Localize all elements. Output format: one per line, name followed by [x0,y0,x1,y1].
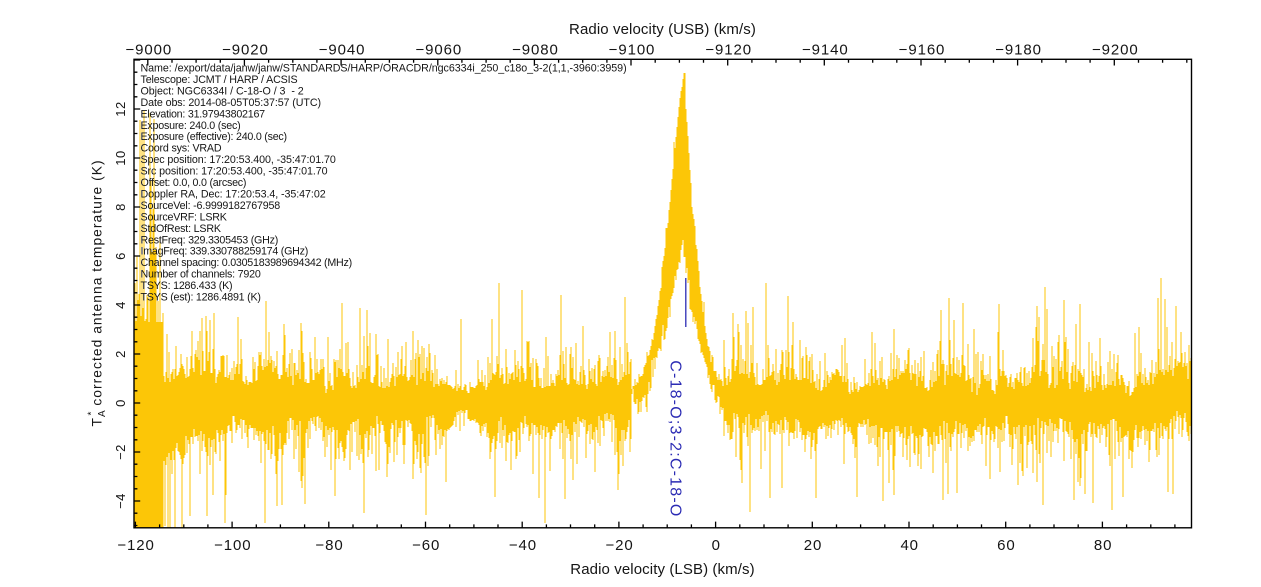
svg-text:80: 80 [1094,537,1113,554]
svg-text:−80: −80 [315,537,343,554]
svg-text:Exposure: 240.0 (sec): Exposure: 240.0 (sec) [141,120,241,132]
svg-text:−9000: −9000 [125,41,172,58]
svg-text:TSYS: 1286.433 (K): TSYS: 1286.433 (K) [141,280,233,292]
svg-text:Exposure (effective): 240.0 (s: Exposure (effective): 240.0 (sec) [141,131,287,143]
svg-text:−9060: −9060 [415,41,462,58]
svg-text:60: 60 [997,537,1016,554]
svg-text:TA* corrected antenna temperat: TA* corrected antenna temperature (K) [87,159,109,426]
svg-text:−9080: −9080 [512,41,559,58]
svg-text:−9160: −9160 [899,41,946,58]
svg-text:8: 8 [113,203,128,211]
svg-text:Name: /export/data/janw/janw/S: Name: /export/data/janw/janw/STANDARDS/H… [141,63,627,75]
svg-text:Object: NGC6334I / C-18-O / 3: Object: NGC6334I / C-18-O / 3 - 2 [141,85,304,97]
svg-text:Number of channels: 7920: Number of channels: 7920 [141,269,261,281]
svg-text:4: 4 [113,301,128,309]
svg-text:Telescope: JCMT / HARP / ACSIS: Telescope: JCMT / HARP / ACSIS [141,74,298,86]
svg-text:Channel spacing: 0.03051839896: Channel spacing: 0.0305183989694342 (MHz… [141,257,352,269]
svg-text:Radio velocity (USB) (km/s): Radio velocity (USB) (km/s) [569,21,756,38]
svg-text:−9180: −9180 [995,41,1042,58]
svg-text:−9200: −9200 [1092,41,1139,58]
svg-text:−2: −2 [113,444,128,460]
svg-text:12: 12 [113,101,128,116]
svg-text:2: 2 [113,350,128,358]
svg-text:−120: −120 [117,537,154,554]
svg-text:SourceVRF: LSRK: SourceVRF: LSRK [141,211,228,223]
svg-text:−9020: −9020 [222,41,269,58]
svg-text:Offset: 0.0, 0.0 (arcsec): Offset: 0.0, 0.0 (arcsec) [141,177,247,189]
svg-text:−4: −4 [113,493,128,509]
svg-text:Src position: 17:20:53.400, -3: Src position: 17:20:53.400, -35:47:01.70 [141,166,328,178]
svg-text:0: 0 [113,399,128,407]
svg-text:6: 6 [113,252,128,260]
svg-text:20: 20 [804,537,823,554]
svg-text:−9140: −9140 [802,41,849,58]
svg-text:−100: −100 [214,537,251,554]
svg-text:Coord sys: VRAD: Coord sys: VRAD [141,143,222,155]
svg-text:10: 10 [113,150,128,165]
svg-text:Spec position: 17:20:53.400, -: Spec position: 17:20:53.400, -35:47:01.7… [141,154,336,166]
svg-text:−40: −40 [509,537,537,554]
svg-text:TSYS (est): 1286.4891 (K): TSYS (est): 1286.4891 (K) [141,292,261,304]
svg-text:Date obs: 2014-08-05T05:37:57: Date obs: 2014-08-05T05:37:57 (UTC) [141,97,321,109]
svg-text:−9040: −9040 [319,41,366,58]
svg-text:−60: −60 [412,537,440,554]
svg-text:StdOfRest: LSRK: StdOfRest: LSRK [141,223,222,235]
svg-text:SourceVel: -6.9999182767958: SourceVel: -6.9999182767958 [141,200,281,212]
svg-text:C-18-O;3-2:C-18-O: C-18-O;3-2:C-18-O [666,360,683,517]
svg-text:0: 0 [712,537,721,554]
svg-text:Doppler RA, Dec: 17:20:53.4, -: Doppler RA, Dec: 17:20:53.4, -35:47:02 [141,188,326,200]
svg-text:RestFreq: 329.3305453 (GHz): RestFreq: 329.3305453 (GHz) [141,234,279,246]
svg-text:Radio velocity (LSB) (km/s): Radio velocity (LSB) (km/s) [570,561,754,578]
svg-text:Elevation: 31.97943802167: Elevation: 31.97943802167 [141,108,266,120]
svg-text:−20: −20 [606,537,634,554]
svg-text:ImagFreq: 339.330788259174 (GH: ImagFreq: 339.330788259174 (GHz) [141,246,309,258]
svg-text:−9100: −9100 [609,41,656,58]
svg-text:40: 40 [900,537,919,554]
svg-text:−9120: −9120 [705,41,752,58]
